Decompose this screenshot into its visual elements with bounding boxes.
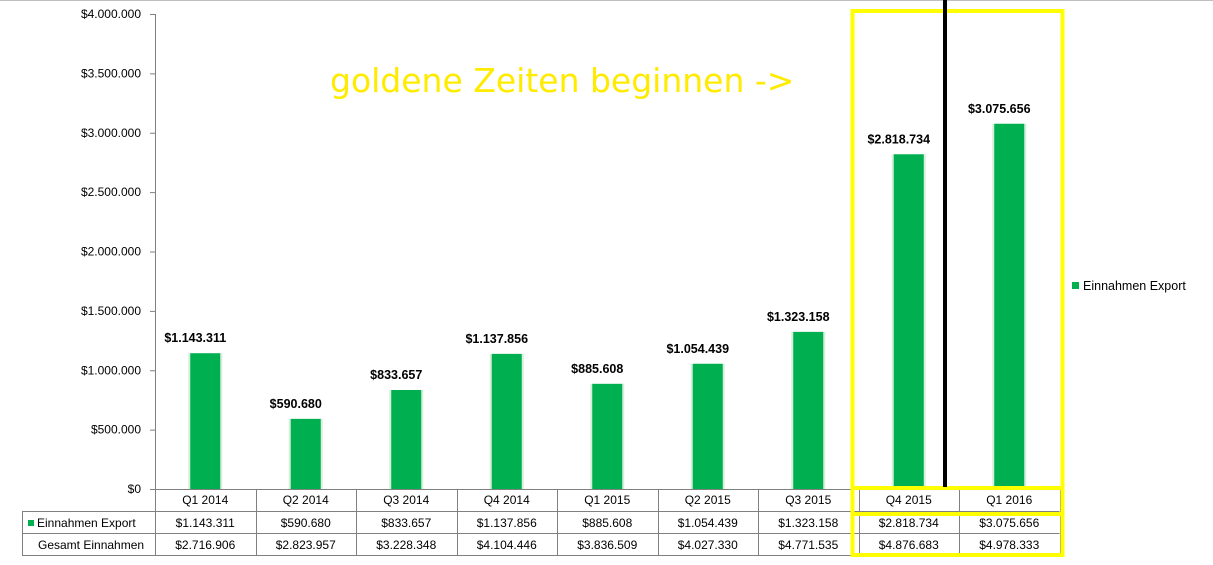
bar xyxy=(391,390,422,489)
table-cell: $1.143.311 xyxy=(176,516,235,530)
bar-series-einnahmen-export xyxy=(188,123,1027,490)
table-cell: $833.657 xyxy=(381,516,431,530)
data-label: $1.143.311 xyxy=(164,331,226,345)
legend: Einnahmen Export xyxy=(1072,279,1186,293)
data-labels: $1.143.311 $590.680 $833.657 $1.137.856 $885… xyxy=(164,102,1030,411)
y-tick-label: $1.000.000 xyxy=(81,363,141,377)
table-cell: $3.836.509 xyxy=(577,538,637,552)
category-label: Q2 2014 xyxy=(283,493,329,507)
table-cell: $2.716.906 xyxy=(175,538,235,552)
table-cell: $590.680 xyxy=(281,516,331,530)
bar xyxy=(190,353,221,489)
category-label: Q4 2015 xyxy=(886,493,932,507)
bar xyxy=(692,363,723,489)
category-label: Q1 2016 xyxy=(986,493,1032,507)
data-label: $1.054.439 xyxy=(666,342,729,356)
table-cell: $1.137.856 xyxy=(477,516,537,530)
table-cell: $4.876.683 xyxy=(879,538,939,552)
bar xyxy=(592,383,623,489)
highlight-header-box xyxy=(850,486,1065,516)
data-label: $1.137.856 xyxy=(465,332,528,346)
y-tick-label: $500.000 xyxy=(91,423,141,437)
category-label: Q1 2014 xyxy=(182,493,228,507)
table-cell: $1.323.158 xyxy=(778,516,838,530)
data-label: $2.818.734 xyxy=(867,132,930,146)
bar xyxy=(793,331,824,489)
y-tick-label: $3.000.000 xyxy=(81,126,141,140)
chart-axes xyxy=(0,0,1213,489)
table-cell: $4.771.535 xyxy=(778,538,838,552)
data-label: $3.075.656 xyxy=(968,102,1031,116)
data-label: $885.608 xyxy=(571,362,623,376)
category-label: Q3 2015 xyxy=(785,493,831,507)
y-tick-label: $1.500.000 xyxy=(81,304,141,318)
bar xyxy=(491,353,522,489)
legend-label-einnahmen-export: Einnahmen Export xyxy=(1083,279,1186,293)
category-label: Q1 2015 xyxy=(584,493,630,507)
y-tick-label: $0 xyxy=(128,482,142,496)
annotation-text: goldene Zeiten beginnen -> xyxy=(330,61,794,100)
table-cell: $4.978.333 xyxy=(979,538,1039,552)
bar xyxy=(290,418,321,489)
data-label: $1.323.158 xyxy=(767,310,830,324)
table-cell: $4.104.446 xyxy=(477,538,537,552)
data-table: Q1 2014 Q2 2014 Q3 2014 Q4 2014 Q1 2015 Q2 20… xyxy=(22,489,1061,556)
data-label: $590.680 xyxy=(270,397,322,411)
table-cell: $2.818.734 xyxy=(879,516,939,530)
data-label: $833.657 xyxy=(370,368,422,382)
category-label: Q2 2015 xyxy=(685,493,731,507)
table-cell: $3.075.656 xyxy=(979,516,1039,530)
table-cell: $3.228.348 xyxy=(376,538,436,552)
y-tick-label: $3.500.000 xyxy=(81,66,141,80)
table-cell: $1.054.439 xyxy=(678,516,738,530)
table-legend-key xyxy=(28,520,34,526)
table-cell: $4.027.330 xyxy=(678,538,738,552)
category-label: Q4 2014 xyxy=(484,493,530,507)
bar xyxy=(893,154,924,490)
bar xyxy=(994,123,1025,490)
highlight-box xyxy=(850,9,1065,557)
table-cell: $2.823.957 xyxy=(276,538,336,552)
table-cell: $885.608 xyxy=(582,516,632,530)
category-label: Q3 2014 xyxy=(383,493,429,507)
legend-key-einnahmen-export xyxy=(1072,282,1079,289)
highlight-overlay xyxy=(850,0,1065,557)
table-row-label: Einnahmen Export xyxy=(37,516,136,530)
y-tick-label: $2.500.000 xyxy=(81,185,141,199)
y-tick-label: $2.000.000 xyxy=(81,245,141,259)
y-tick-label: $4.000.000 xyxy=(81,7,141,21)
table-row-label: Gesamt Einnahmen xyxy=(38,538,144,552)
y-axis-ticks: $0 $500.000 $1.000.000 $1.500.000 $2.000.000… xyxy=(81,7,155,496)
